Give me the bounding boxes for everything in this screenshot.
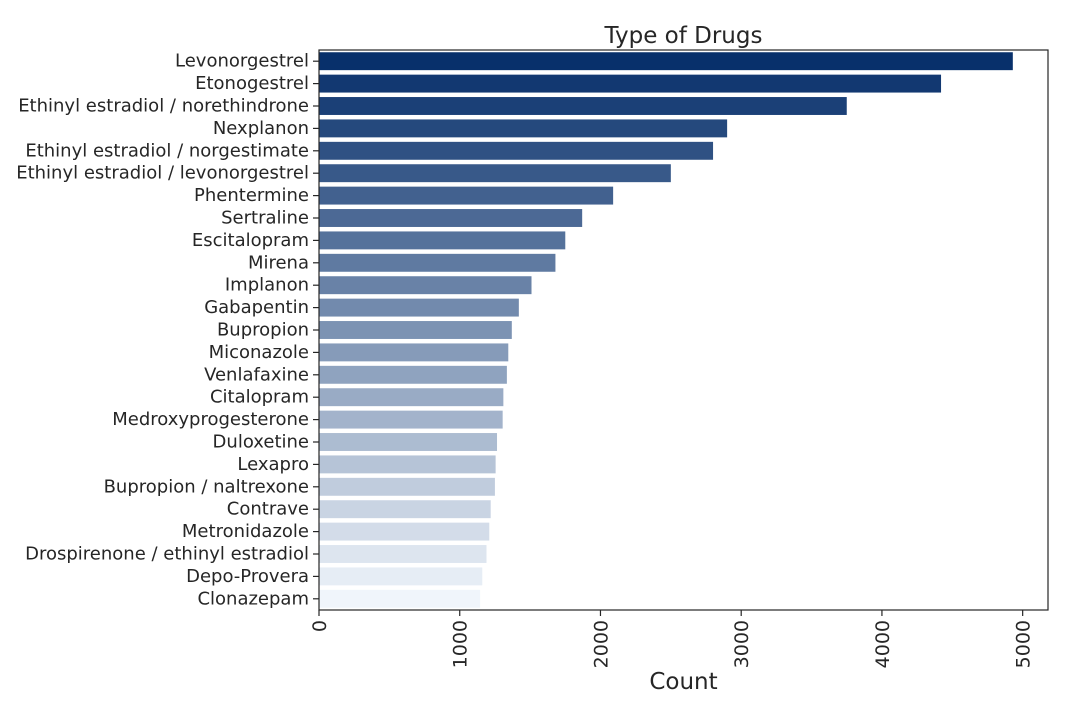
y-tick-label: Sertraline [221, 208, 309, 229]
plot-frame [318, 49, 1049, 611]
bar [319, 410, 503, 429]
y-tick-label: Duloxetine [213, 432, 309, 453]
bar [319, 253, 556, 272]
y-tick-label: Implanon [225, 275, 309, 296]
x-tick-label: 5000 [1013, 620, 1035, 668]
bar [319, 343, 509, 362]
bar [319, 298, 519, 317]
bar [319, 119, 728, 138]
y-tick-label: Ethinyl estradiol / levonorgestrel [16, 163, 309, 184]
bar [319, 500, 491, 519]
bar [319, 433, 498, 451]
bar [319, 589, 481, 608]
y-tick-label: Gabapentin [204, 297, 309, 318]
bar [319, 52, 1013, 71]
bar [319, 477, 495, 496]
y-tick-label: Etonogestrel [195, 73, 309, 94]
bars-group [319, 52, 1013, 608]
x-axis-label: Count [649, 669, 717, 695]
y-tick-label: Levonorgestrel [175, 51, 309, 72]
y-tick-label: Drospirenone / ethinyl estradiol [25, 544, 309, 565]
x-tick-label: 0 [309, 620, 331, 632]
bar [319, 97, 847, 115]
y-tick-label: Ethinyl estradiol / norgestimate [25, 140, 309, 161]
bar [319, 141, 714, 160]
y-tick-label: Medroxyprogesterone [112, 409, 309, 430]
y-tick-label: Citalopram [210, 387, 309, 408]
y-tick-label: Bupropion / naltrexone [104, 476, 309, 497]
x-tick-label: 4000 [872, 620, 894, 668]
y-tick-label: Mirena [248, 252, 309, 273]
y-tick-label: Clonazepam [197, 588, 309, 609]
bar [319, 164, 671, 183]
bar [319, 321, 512, 339]
y-tick-label: Metronidazole [182, 521, 309, 542]
bar [319, 455, 496, 474]
x-tick-label: 2000 [590, 620, 612, 668]
bar [319, 567, 483, 586]
y-tick-label: Lexapro [237, 454, 309, 475]
bar [319, 186, 614, 205]
x-tick-label: 3000 [731, 620, 753, 668]
y-tick-label: Escitalopram [192, 230, 309, 251]
y-tick-label: Ethinyl estradiol / norethindrone [18, 96, 309, 117]
bar [319, 522, 490, 541]
bar [319, 231, 566, 250]
x-tick-label: 1000 [450, 620, 472, 668]
bar [319, 365, 507, 384]
bar [319, 276, 532, 295]
chart-title: Type of Drugs [604, 23, 763, 49]
x-ticks: 0 1000 2000 3000 4000 5000 [309, 610, 1035, 668]
y-tick-label: Venlafaxine [204, 364, 309, 385]
bar [319, 74, 942, 93]
bar [319, 388, 504, 407]
y-tick-label: Phentermine [194, 185, 309, 206]
y-tick-label: Contrave [227, 499, 309, 520]
bar [319, 545, 487, 563]
y-tick-label: Miconazole [209, 342, 309, 363]
bar [319, 209, 583, 227]
y-tick-label: Nexplanon [213, 118, 309, 139]
y-tick-label: Bupropion [217, 320, 309, 341]
y-tick-label: Depo-Provera [186, 566, 309, 587]
